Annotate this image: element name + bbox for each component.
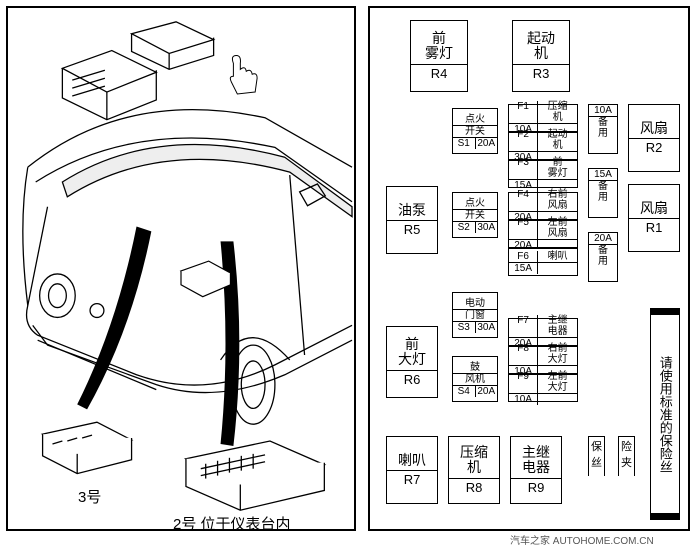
fuse-f9: F9左前 大灯 10A — [508, 374, 578, 402]
relay-r4: 前 雾灯 R4 — [410, 20, 468, 92]
tool-fuse: 保 丝 — [588, 436, 605, 476]
fuse-s2: 点火 开关 S230A — [452, 192, 498, 238]
fuse-f5: F5左前 风扇 20A — [508, 220, 578, 248]
illustration-panel: 3号 2号 位于仪表台内 — [6, 6, 356, 531]
fuse-diagram-panel: 前 雾灯 R4 起动 机 R3 风扇 R2 风扇 R1 油泵 R5 前 大灯 R… — [368, 6, 690, 531]
spare-3: 20A 备 用 — [588, 232, 618, 282]
relay-r2: 风扇 R2 — [628, 104, 680, 172]
notice-box: 请使用标准的保险丝 — [650, 314, 680, 514]
label-2: 2号 位于仪表台内 — [173, 513, 291, 534]
fuse-f3: F3前 雾灯 15A — [508, 160, 578, 188]
relay-r9: 主继 电器 R9 — [510, 436, 562, 504]
fuse-f6: F6喇叭 15A — [508, 248, 578, 276]
relay-r3: 起动 机 R3 — [512, 20, 570, 92]
fuse-f8: F8右前 大灯 10A — [508, 346, 578, 374]
tool-clip: 险 夹 — [618, 436, 635, 476]
fuse-f1: F1压缩 机 10A — [508, 104, 578, 132]
footer-text: 汽车之家 AUTOHOME.COM.CN — [510, 532, 654, 547]
spare-2: 15A 备 用 — [588, 168, 618, 218]
relay-r1: 风扇 R1 — [628, 184, 680, 252]
fuse-s1: 点火 开关 S120A — [452, 108, 498, 154]
fuse-s3: 电动 门窗 S330A — [452, 292, 498, 338]
spare-1: 10A 备 用 — [588, 104, 618, 154]
fuse-f4: F4右前 风扇 20A — [508, 192, 578, 220]
fuse-f2: F2起动 机 30A — [508, 132, 578, 160]
car-illustration — [8, 8, 354, 529]
relay-r8: 压缩 机 R8 — [448, 436, 500, 504]
relay-r6: 前 大灯 R6 — [386, 326, 438, 398]
notice-text: 请使用标准的保险丝 — [657, 356, 673, 473]
relay-r7: 喇叭 R7 — [386, 436, 438, 504]
fuse-s4: 鼓 风机 S420A — [452, 356, 498, 402]
relay-r5: 油泵 R5 — [386, 186, 438, 254]
label-3: 3号 — [78, 486, 101, 507]
fuse-f7: F7主继 电器 20A — [508, 318, 578, 346]
bar-bottom — [650, 514, 680, 520]
